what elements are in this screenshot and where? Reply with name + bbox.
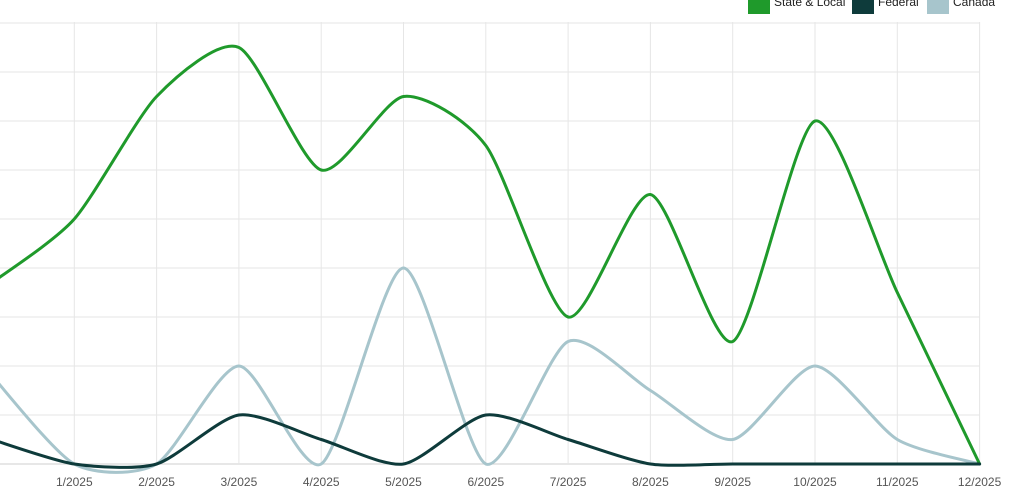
grid: [0, 22, 981, 465]
x-tick-label: 11/2025: [876, 475, 919, 489]
x-tick-label: 12/2025: [958, 475, 1002, 489]
x-tick-label: 2/2025: [138, 475, 175, 489]
series-line-state-local: [0, 44, 982, 466]
series-line-federal: [0, 413, 982, 469]
series-line-canada: [0, 266, 982, 474]
x-tick-label: 9/2025: [714, 475, 751, 489]
legend-label: Federal: [878, 0, 919, 9]
x-axis: 241/20252/20253/20254/20255/20256/20257/…: [56, 475, 1002, 489]
x-tick-label: 4/2025: [303, 475, 340, 489]
legend-label: State & Local: [774, 0, 845, 9]
x-tick-label: 6/2025: [467, 475, 504, 489]
legend[interactable]: State & Local Federal Canada: [748, 0, 995, 14]
legend-swatch: [852, 0, 874, 14]
legend-swatch: [748, 0, 770, 14]
series-lines: [0, 44, 982, 474]
x-tick-label: 7/2025: [550, 475, 587, 489]
legend-label: Canada: [953, 0, 995, 9]
legend-item-federal[interactable]: Federal: [852, 0, 919, 14]
x-tick-label: 1/2025: [56, 475, 93, 489]
x-tick-label: 10/2025: [793, 475, 837, 489]
x-tick-label: 3/2025: [221, 475, 258, 489]
legend-item-state-local[interactable]: State & Local: [748, 0, 845, 14]
x-tick-label: 5/2025: [385, 475, 422, 489]
x-tick-label: 8/2025: [632, 475, 669, 489]
legend-swatch: [927, 0, 949, 14]
legend-item-canada[interactable]: Canada: [927, 0, 995, 14]
